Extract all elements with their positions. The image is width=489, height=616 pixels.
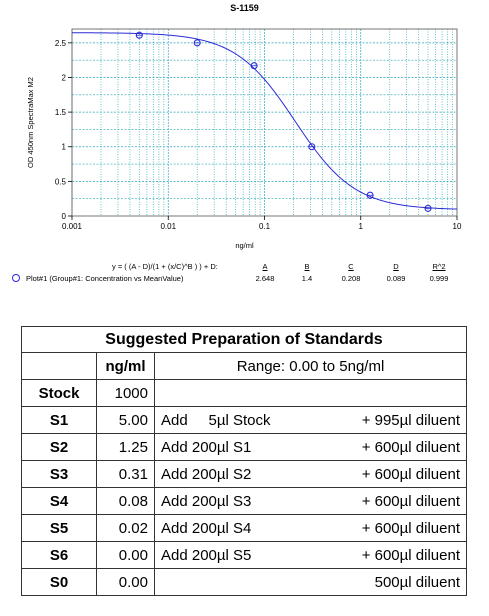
- row-instruction: Add 5µl Stock + 995µl diluent: [154, 406, 467, 434]
- y-tick-label: 2: [62, 73, 67, 82]
- instruction-add: Add 5µl Stock: [161, 411, 271, 429]
- instruction-diluent: + 600µl diluent: [361, 438, 460, 456]
- table-row: S4 0.08 Add 200µl S3 + 600µl diluent: [21, 487, 467, 515]
- row-instruction: Add 200µl S5 + 600µl diluent: [154, 541, 467, 569]
- row-concentration: 0.31: [96, 460, 155, 488]
- row-label: S1: [21, 406, 97, 434]
- row-concentration: 5.00: [96, 406, 155, 434]
- row-instruction: Add 200µl S1 + 600µl diluent: [154, 433, 467, 461]
- instruction-add: Add 200µl S3: [161, 492, 252, 510]
- param-name-a: A: [262, 262, 268, 271]
- table-row: S5 0.02 Add 200µl S4 + 600µl diluent: [21, 514, 467, 542]
- row-instruction: Add 200µl S2 + 600µl diluent: [154, 460, 467, 488]
- standard-curve-chart: S-1159 0.001 0.01 0.1 1 10 0 0.5 1 1.5 2 2.5 ng/ml O…: [0, 0, 489, 300]
- row-label: S4: [21, 487, 97, 515]
- row-label: S0: [21, 568, 97, 596]
- x-tick-label: 0.01: [160, 222, 176, 231]
- header-conc: ng/ml: [96, 352, 155, 380]
- table-row: Stock 1000: [21, 379, 467, 407]
- row-label: S6: [21, 541, 97, 569]
- y-tick-label: 0.5: [55, 177, 67, 186]
- table-row: S1 5.00 Add 5µl Stock + 995µl diluent: [21, 406, 467, 434]
- row-concentration: 0.02: [96, 514, 155, 542]
- table-row: S0 0.00 500µl diluent: [21, 568, 467, 596]
- row-label: Stock: [21, 379, 97, 407]
- fit-equation-text: y = ( (A - D)/(1 + (x/C)^B ) ) + D:: [112, 262, 218, 271]
- fit-curve: [71, 32, 458, 210]
- row-instruction: Add 200µl S3 + 600µl diluent: [154, 487, 467, 515]
- header-range: Range: 0.00 to 5ng/ml: [154, 352, 467, 380]
- instruction-diluent: 500µl diluent: [374, 573, 460, 591]
- x-tick-label: 1: [359, 222, 364, 231]
- table-row: S3 0.31 Add 200µl S2 + 600µl diluent: [21, 460, 467, 488]
- table-header-row: ng/ml Range: 0.00 to 5ng/ml: [21, 352, 467, 380]
- x-tick-label: 0.1: [259, 222, 271, 231]
- instruction-diluent: + 995µl diluent: [361, 411, 460, 429]
- param-name-d: D: [393, 262, 399, 271]
- row-concentration: 0.00: [96, 568, 155, 596]
- param-name-c: C: [348, 262, 354, 271]
- row-instruction: 500µl diluent: [154, 568, 467, 596]
- y-tick-label: 0: [62, 212, 67, 221]
- y-axis-label: OD 450nm SpectraMax M2: [26, 77, 35, 168]
- y-tick-label: 1: [62, 143, 67, 152]
- standards-table: Suggested Preparation of Standards ng/ml…: [21, 326, 467, 596]
- table-body: Stock 1000 S1 5.00 Add 5µl Stock + 995µl dilu…: [21, 379, 467, 596]
- param-value-c: 0.208: [341, 274, 361, 283]
- table-title: Suggested Preparation of Standards: [21, 326, 467, 353]
- instruction-add: Add 200µl S5: [161, 546, 252, 564]
- row-concentration: 1000: [96, 379, 155, 407]
- param-name-b: B: [304, 262, 310, 271]
- legend-entry: Plot#1 (Group#1: Concentration vs MeanVa…: [12, 274, 183, 283]
- x-axis-label: ng/ml: [235, 241, 254, 250]
- param-value-r2: 0.999: [429, 274, 449, 283]
- table-title-row: Suggested Preparation of Standards: [21, 326, 467, 353]
- param-value-d: 0.089: [386, 274, 406, 283]
- row-instruction: [154, 379, 467, 407]
- instruction-add: Add 200µl S4: [161, 519, 252, 537]
- legend-marker-icon: [12, 274, 20, 282]
- row-concentration: 1.25: [96, 433, 155, 461]
- row-concentration: 0.00: [96, 541, 155, 569]
- x-tick-label: 0.001: [62, 222, 83, 231]
- row-label: S3: [21, 460, 97, 488]
- param-value-a: 2.648: [255, 274, 275, 283]
- param-name-r2: R^2: [432, 262, 446, 271]
- instruction-diluent: + 600µl diluent: [361, 519, 460, 537]
- instruction-add: Add 200µl S2: [161, 465, 252, 483]
- row-concentration: 0.08: [96, 487, 155, 515]
- row-label: S2: [21, 433, 97, 461]
- row-instruction: Add 200µl S4 + 600µl diluent: [154, 514, 467, 542]
- chart-title: S-1159: [230, 3, 259, 13]
- table-row: S6 0.00 Add 200µl S5 + 600µl diluent: [21, 541, 467, 569]
- x-tick-label: 10: [453, 222, 462, 231]
- table-row: S2 1.25 Add 200µl S1 + 600µl diluent: [21, 433, 467, 461]
- header-blank: [21, 352, 97, 380]
- param-value-b: 1.4: [301, 274, 313, 283]
- chart-svg: 0.001 0.01 0.1 1 10 0 0.5 1 1.5 2 2.5 ng/ml OD 450nm…: [26, 28, 462, 250]
- row-label: S5: [21, 514, 97, 542]
- instruction-diluent: + 600µl diluent: [361, 465, 460, 483]
- instruction-diluent: + 600µl diluent: [361, 546, 460, 564]
- fit-equation: y = ( (A - D)/(1 + (x/C)^B ) ) + D:: [112, 262, 218, 271]
- instruction-diluent: + 600µl diluent: [361, 492, 460, 510]
- instruction-add: Add 200µl S1: [161, 438, 252, 456]
- legend-label: Plot#1 (Group#1: Concentration vs MeanVa…: [26, 274, 184, 283]
- y-tick-label: 1.5: [55, 108, 67, 117]
- y-tick-label: 2.5: [55, 39, 67, 48]
